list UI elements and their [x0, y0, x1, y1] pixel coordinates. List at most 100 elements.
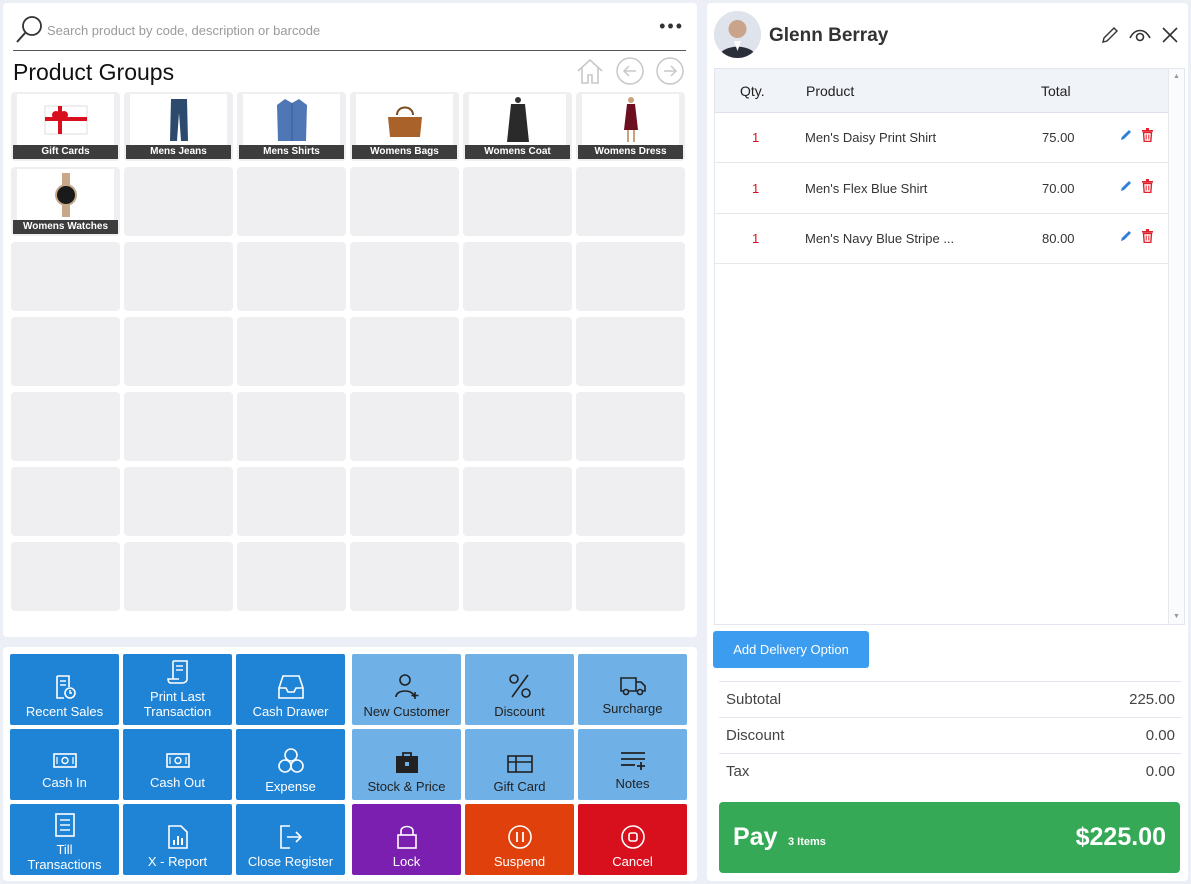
lock-icon — [396, 825, 417, 849]
cart-row[interactable]: 1 Men's Daisy Print Shirt 75.00 — [715, 113, 1168, 163]
trash-icon[interactable] — [1141, 229, 1154, 246]
search-bar: ••• — [13, 13, 686, 51]
empty-tile — [11, 467, 120, 536]
edit-customer-icon[interactable] — [1100, 25, 1120, 45]
close-icon[interactable] — [1160, 25, 1180, 45]
trash-icon[interactable] — [1141, 179, 1154, 196]
edit-icon[interactable] — [1119, 179, 1133, 196]
empty-tile — [576, 542, 685, 611]
group-tile-mens-jeans[interactable]: Mens Jeans — [124, 92, 233, 161]
subtotal-row: Subtotal 225.00 — [719, 681, 1181, 717]
gift-card-image — [17, 94, 114, 146]
suspend-button[interactable]: Suspend — [465, 804, 574, 875]
back-arrow-icon[interactable] — [615, 56, 645, 86]
group-tile-womens-bags[interactable]: Womens Bags — [350, 92, 459, 161]
button-label: Cancel — [612, 854, 653, 869]
button-label: Surcharge — [602, 701, 663, 716]
cash-out-button[interactable]: Cash Out — [123, 729, 232, 800]
more-options-icon[interactable]: ••• — [659, 16, 684, 36]
cart-row[interactable]: 1 Men's Flex Blue Shirt 70.00 — [715, 164, 1168, 214]
home-icon[interactable] — [575, 56, 605, 86]
edit-icon[interactable] — [1119, 128, 1133, 145]
group-tile-womens-watches[interactable]: Womens Watches — [11, 167, 120, 236]
scrollbar[interactable]: ▲ ▼ — [1168, 69, 1184, 624]
search-input[interactable] — [47, 19, 607, 41]
total-header: Total — [1041, 83, 1071, 99]
cash-in-button[interactable]: Cash In — [10, 729, 119, 800]
close-register-button[interactable]: Close Register — [236, 804, 345, 875]
button-label: Gift Card — [493, 779, 546, 794]
tax-label: Tax — [726, 763, 750, 780]
cart-panel: Glenn Berray Qty. Product Total 1 Men's … — [707, 3, 1188, 881]
row-total: 75.00 — [1042, 130, 1075, 145]
surcharge-button[interactable]: Surcharge — [578, 654, 687, 725]
group-label: Womens Bags — [352, 145, 457, 159]
search-icon[interactable] — [15, 15, 43, 45]
receipt-clock-icon — [55, 675, 76, 699]
group-label: Mens Shirts — [239, 145, 344, 159]
discount-button[interactable]: Discount — [465, 654, 574, 725]
empty-tile — [463, 467, 572, 536]
recent-sales-button[interactable]: Recent Sales — [10, 654, 119, 725]
button-label: Discount — [494, 704, 545, 719]
button-label: Close Register — [247, 854, 334, 869]
view-icon[interactable] — [1128, 25, 1152, 45]
scroll-up-icon[interactable]: ▲ — [1173, 73, 1180, 80]
new-customer-button[interactable]: New Customer — [352, 654, 461, 725]
empty-tile — [463, 317, 572, 386]
row-product: Men's Daisy Print Shirt — [805, 130, 937, 145]
empty-tile — [576, 242, 685, 311]
empty-tile — [350, 467, 459, 536]
add-user-icon — [394, 674, 418, 699]
product-panel: ••• Product Groups Gift Cards Mens Jeans — [3, 3, 697, 637]
empty-tile — [237, 542, 346, 611]
scroll-down-icon[interactable]: ▼ — [1173, 613, 1180, 620]
stock-and-price-button[interactable]: Stock & Price — [352, 729, 461, 800]
empty-tile — [576, 467, 685, 536]
gift-card-button[interactable]: Gift Card — [465, 729, 574, 800]
action-panel: Recent Sales Print Last Transaction Cash… — [3, 647, 697, 881]
empty-tile — [124, 167, 233, 236]
button-label: Print Last Transaction — [143, 689, 212, 719]
forward-arrow-icon[interactable] — [655, 56, 685, 86]
group-tile-gift-cards[interactable]: Gift Cards — [11, 92, 120, 161]
empty-tile — [576, 167, 685, 236]
scroll-icon — [166, 660, 188, 684]
button-label: Expense — [265, 779, 316, 794]
edit-icon[interactable] — [1119, 229, 1133, 246]
empty-tile — [463, 392, 572, 461]
notes-button[interactable]: Notes — [578, 729, 687, 800]
empty-tile — [11, 542, 120, 611]
cart-row[interactable]: 1 Men's Navy Blue Stripe ... 80.00 — [715, 214, 1168, 264]
pay-button[interactable]: Pay 3 Items $225.00 — [719, 802, 1180, 873]
empty-tile — [237, 467, 346, 536]
group-tile-mens-shirts[interactable]: Mens Shirts — [237, 92, 346, 161]
coat-image — [469, 94, 566, 146]
till-transactions-button[interactable]: Till Transactions — [10, 804, 119, 875]
group-tile-womens-coat[interactable]: Womens Coat — [463, 92, 572, 161]
empty-tile — [11, 242, 120, 311]
stop-icon — [620, 825, 645, 849]
button-label: Recent Sales — [25, 704, 104, 719]
watch-image — [17, 169, 114, 221]
row-product: Men's Flex Blue Shirt — [805, 181, 928, 196]
empty-tile — [11, 392, 120, 461]
row-product: Men's Navy Blue Stripe ... — [805, 231, 955, 246]
lock-button[interactable]: Lock — [352, 804, 461, 875]
cancel-button[interactable]: Cancel — [578, 804, 687, 875]
expense-button[interactable]: Expense — [236, 729, 345, 800]
empty-tile — [463, 242, 572, 311]
tax-value: 0.00 — [1145, 763, 1175, 780]
empty-tile — [11, 317, 120, 386]
print-last-transaction-button[interactable]: Print Last Transaction — [123, 654, 232, 725]
page-title: Product Groups — [13, 59, 175, 85]
x-report-button[interactable]: X - Report — [123, 804, 232, 875]
group-tile-womens-dress[interactable]: Womens Dress — [576, 92, 685, 161]
add-delivery-option-button[interactable]: Add Delivery Option — [713, 631, 869, 668]
report-icon — [167, 825, 188, 849]
cash-drawer-button[interactable]: Cash Drawer — [236, 654, 345, 725]
pay-total: $225.00 — [1075, 823, 1166, 851]
trash-icon[interactable] — [1141, 128, 1154, 145]
shirt-image — [243, 94, 340, 146]
avatar — [714, 11, 761, 58]
